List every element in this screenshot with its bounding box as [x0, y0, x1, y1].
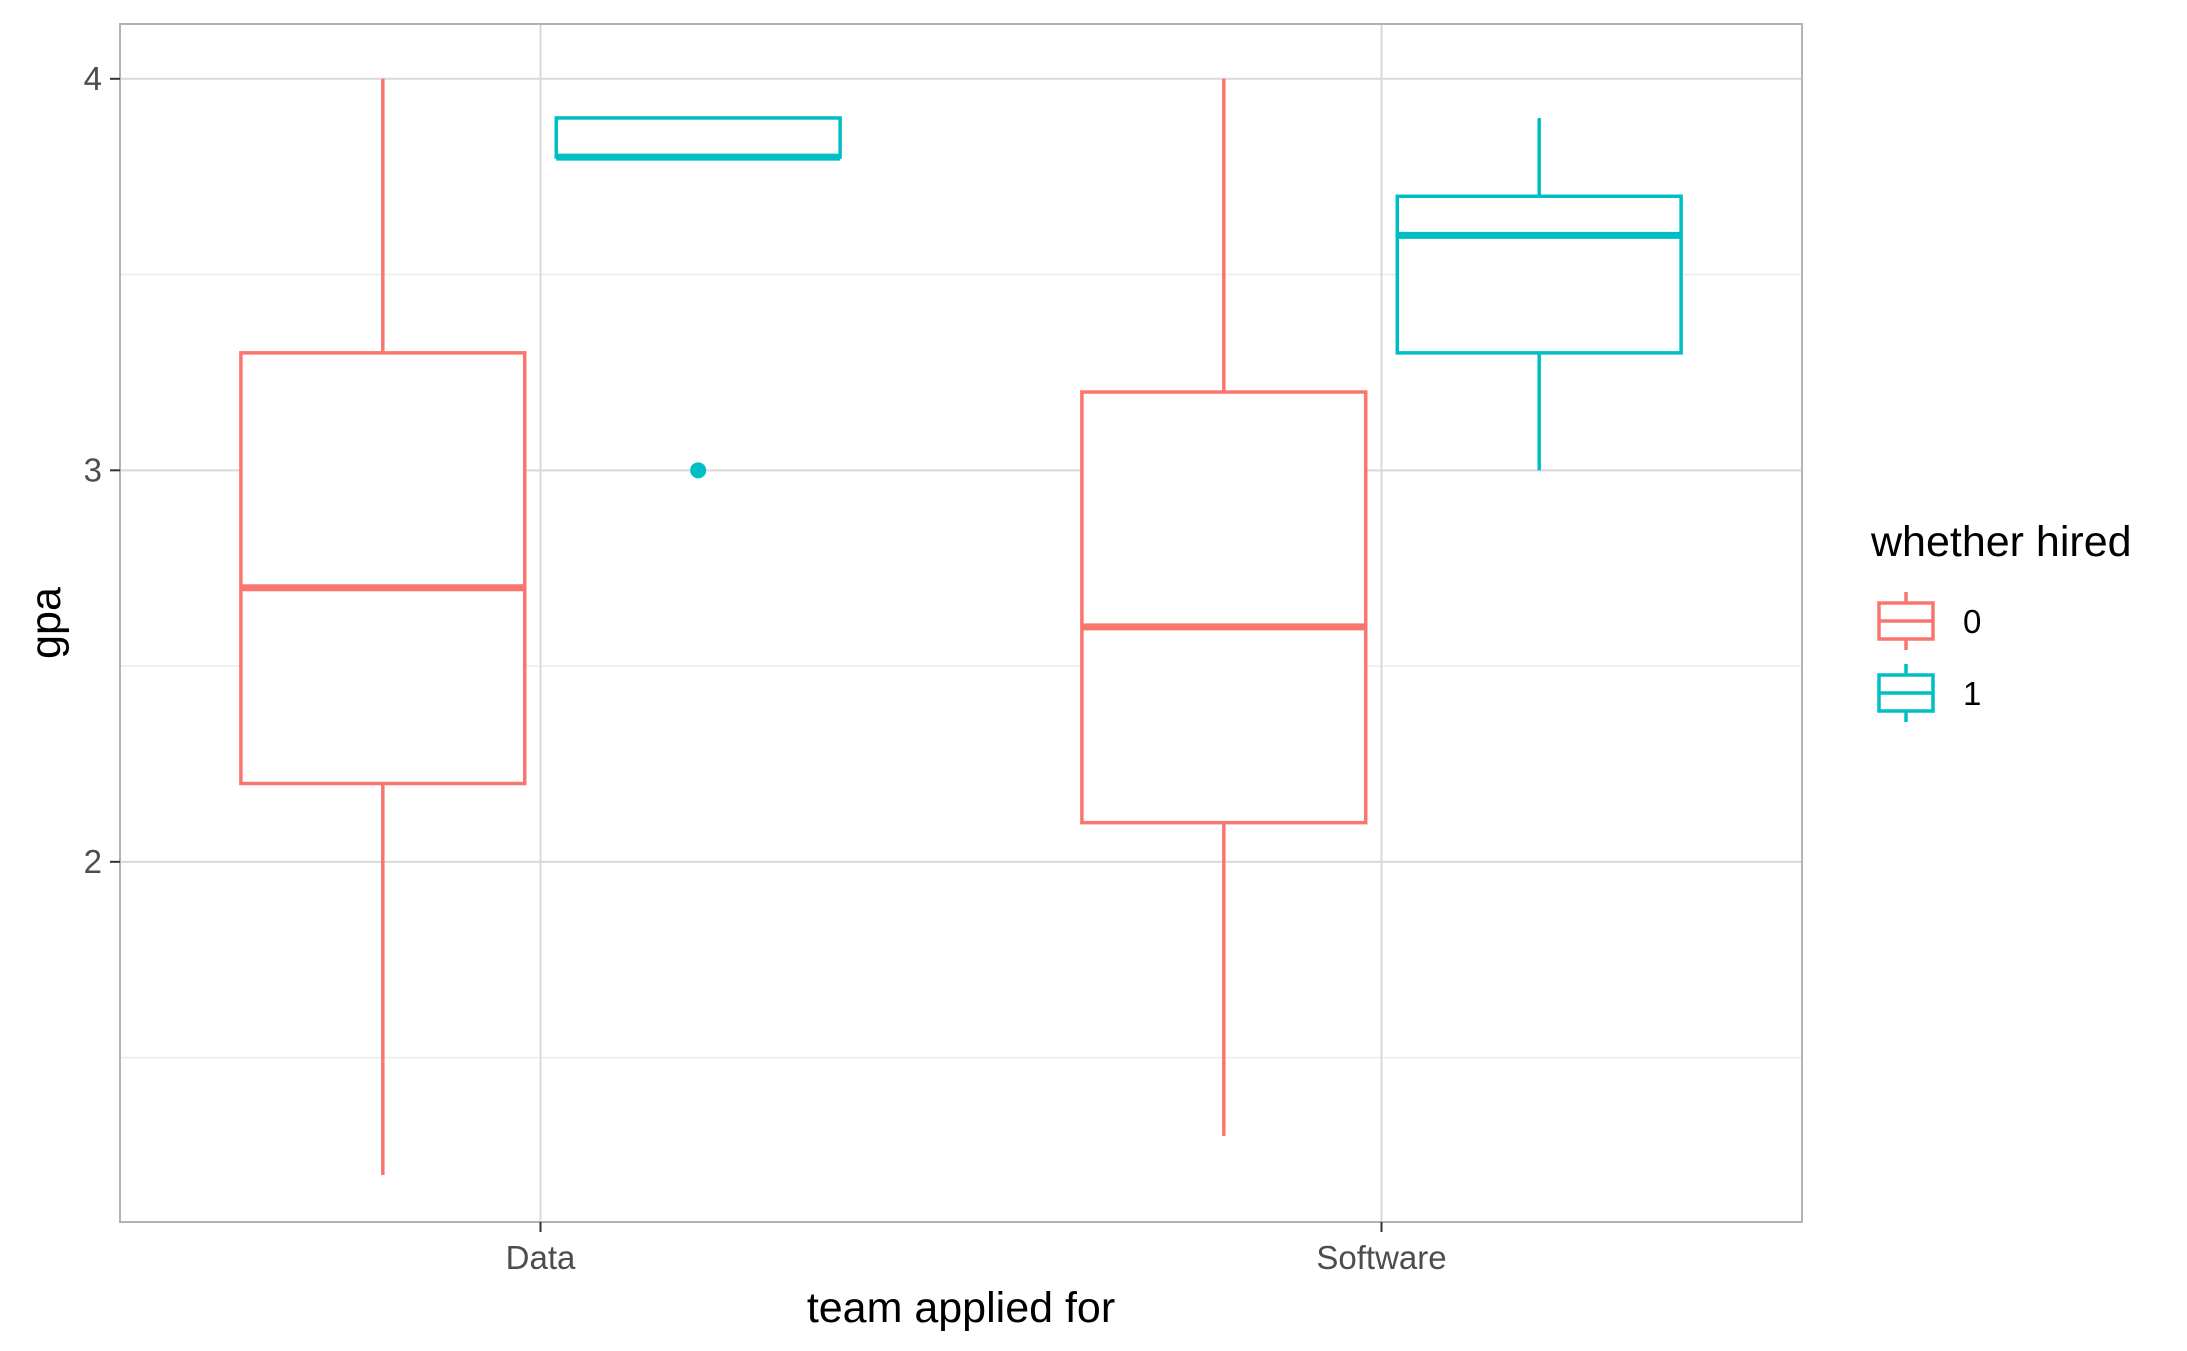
y-axis: 2 3 4	[84, 60, 120, 880]
x-tick-label: Data	[506, 1239, 576, 1276]
series-1	[554, 116, 1683, 479]
box-iqr	[554, 116, 842, 159]
legend-label: 0	[1963, 603, 1981, 640]
legend-items: 01	[1877, 592, 1981, 722]
x-axis-title: team applied for	[807, 1284, 1115, 1332]
y-axis-title: gpa	[22, 587, 70, 659]
box-0-data	[239, 78, 527, 1176]
box-1-software	[1395, 117, 1683, 471]
legend: whether hired 01	[1870, 518, 2132, 722]
box-0-software	[1080, 78, 1368, 1136]
panel-border	[119, 23, 1803, 1223]
box-iqr	[1080, 390, 1368, 825]
x-tick-label: Software	[1316, 1239, 1446, 1276]
box-iqr	[239, 351, 527, 786]
x-axis: Data Software	[506, 1222, 1447, 1276]
legend-title: whether hired	[1870, 518, 2132, 566]
y-tick-label: 4	[84, 60, 102, 97]
box-1-data	[554, 116, 842, 479]
outlier-point	[690, 462, 707, 479]
boxplot-series	[239, 78, 1683, 1176]
legend-key-0	[1877, 592, 1935, 650]
y-tick-label: 3	[84, 451, 102, 488]
y-tick-label: 2	[84, 843, 102, 880]
box-iqr	[1395, 194, 1683, 355]
legend-label: 1	[1963, 675, 1981, 712]
series-0	[239, 78, 1368, 1176]
legend-key-1	[1877, 664, 1935, 722]
